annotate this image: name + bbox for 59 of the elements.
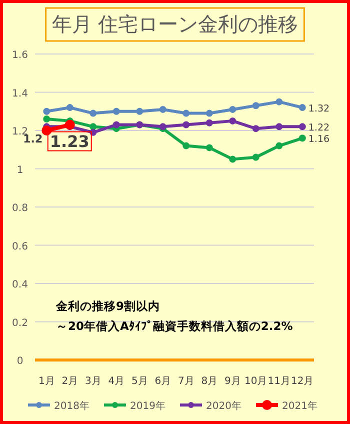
point <box>136 108 144 115</box>
legend-label: 2021年 <box>282 400 318 412</box>
y-tick-label: 0.2 <box>12 318 28 329</box>
data-label: 1.22 <box>308 122 330 134</box>
x-tick-label: 11月 <box>268 376 290 387</box>
point <box>112 121 120 128</box>
x-tick-label: 10月 <box>244 376 268 387</box>
y-tick-label: 0 <box>16 356 24 367</box>
point <box>298 104 306 112</box>
y-tick-label: 0.8 <box>12 203 28 214</box>
point <box>182 110 190 117</box>
y-tick-label: 1.4 <box>12 88 28 100</box>
x-tick-label: 5月 <box>131 376 148 387</box>
point <box>66 104 74 112</box>
chart-title: 年月 住宅ローン金利の推移 <box>52 12 298 36</box>
annotation: 金利の推移9割以内 <box>55 299 160 313</box>
point <box>252 154 260 161</box>
y-tick-label: 1.6 <box>12 50 28 61</box>
point <box>298 134 306 142</box>
x-tick-label: 6月 <box>154 376 172 387</box>
x-tick-label: 9月 <box>224 376 241 387</box>
legend-label: 2020年 <box>206 400 242 412</box>
y-tick-label: 0.6 <box>12 241 28 252</box>
y-tick-label: 1 <box>16 164 24 176</box>
point <box>43 116 50 123</box>
point <box>206 119 213 126</box>
point <box>229 106 236 113</box>
x-tick-label: 12月 <box>291 376 314 387</box>
point <box>42 126 52 136</box>
x-tick-label: 3月 <box>84 376 102 387</box>
annotation: ～20年借入Aﾀｲﾌﾟ融資手数料借入額の2.2% <box>56 319 294 333</box>
data-label: 1.32 <box>308 104 330 115</box>
point <box>182 121 190 128</box>
y-tick-label: 0.4 <box>12 280 28 290</box>
point <box>276 98 283 106</box>
point <box>252 125 260 132</box>
point <box>276 142 283 150</box>
legend-label: 2018年 <box>54 400 90 412</box>
point <box>64 120 75 130</box>
point <box>90 123 97 130</box>
point <box>229 117 236 124</box>
x-tick-label: 8月 <box>201 376 218 387</box>
legend-label: 2019年 <box>130 400 166 412</box>
point <box>276 123 283 130</box>
x-tick-label: 7月 <box>178 376 194 387</box>
point <box>252 102 260 110</box>
data-label: 1.16 <box>308 134 330 146</box>
point <box>43 108 50 115</box>
x-tick-label: 4月 <box>108 376 125 387</box>
point <box>206 144 213 152</box>
point <box>159 106 166 113</box>
point <box>90 110 97 117</box>
point <box>112 108 120 115</box>
x-tick-label: 2月 <box>62 376 78 387</box>
point <box>298 123 306 130</box>
x-tick-label: 1月 <box>38 376 55 387</box>
point <box>182 142 190 150</box>
point <box>206 110 213 117</box>
point <box>229 156 236 163</box>
